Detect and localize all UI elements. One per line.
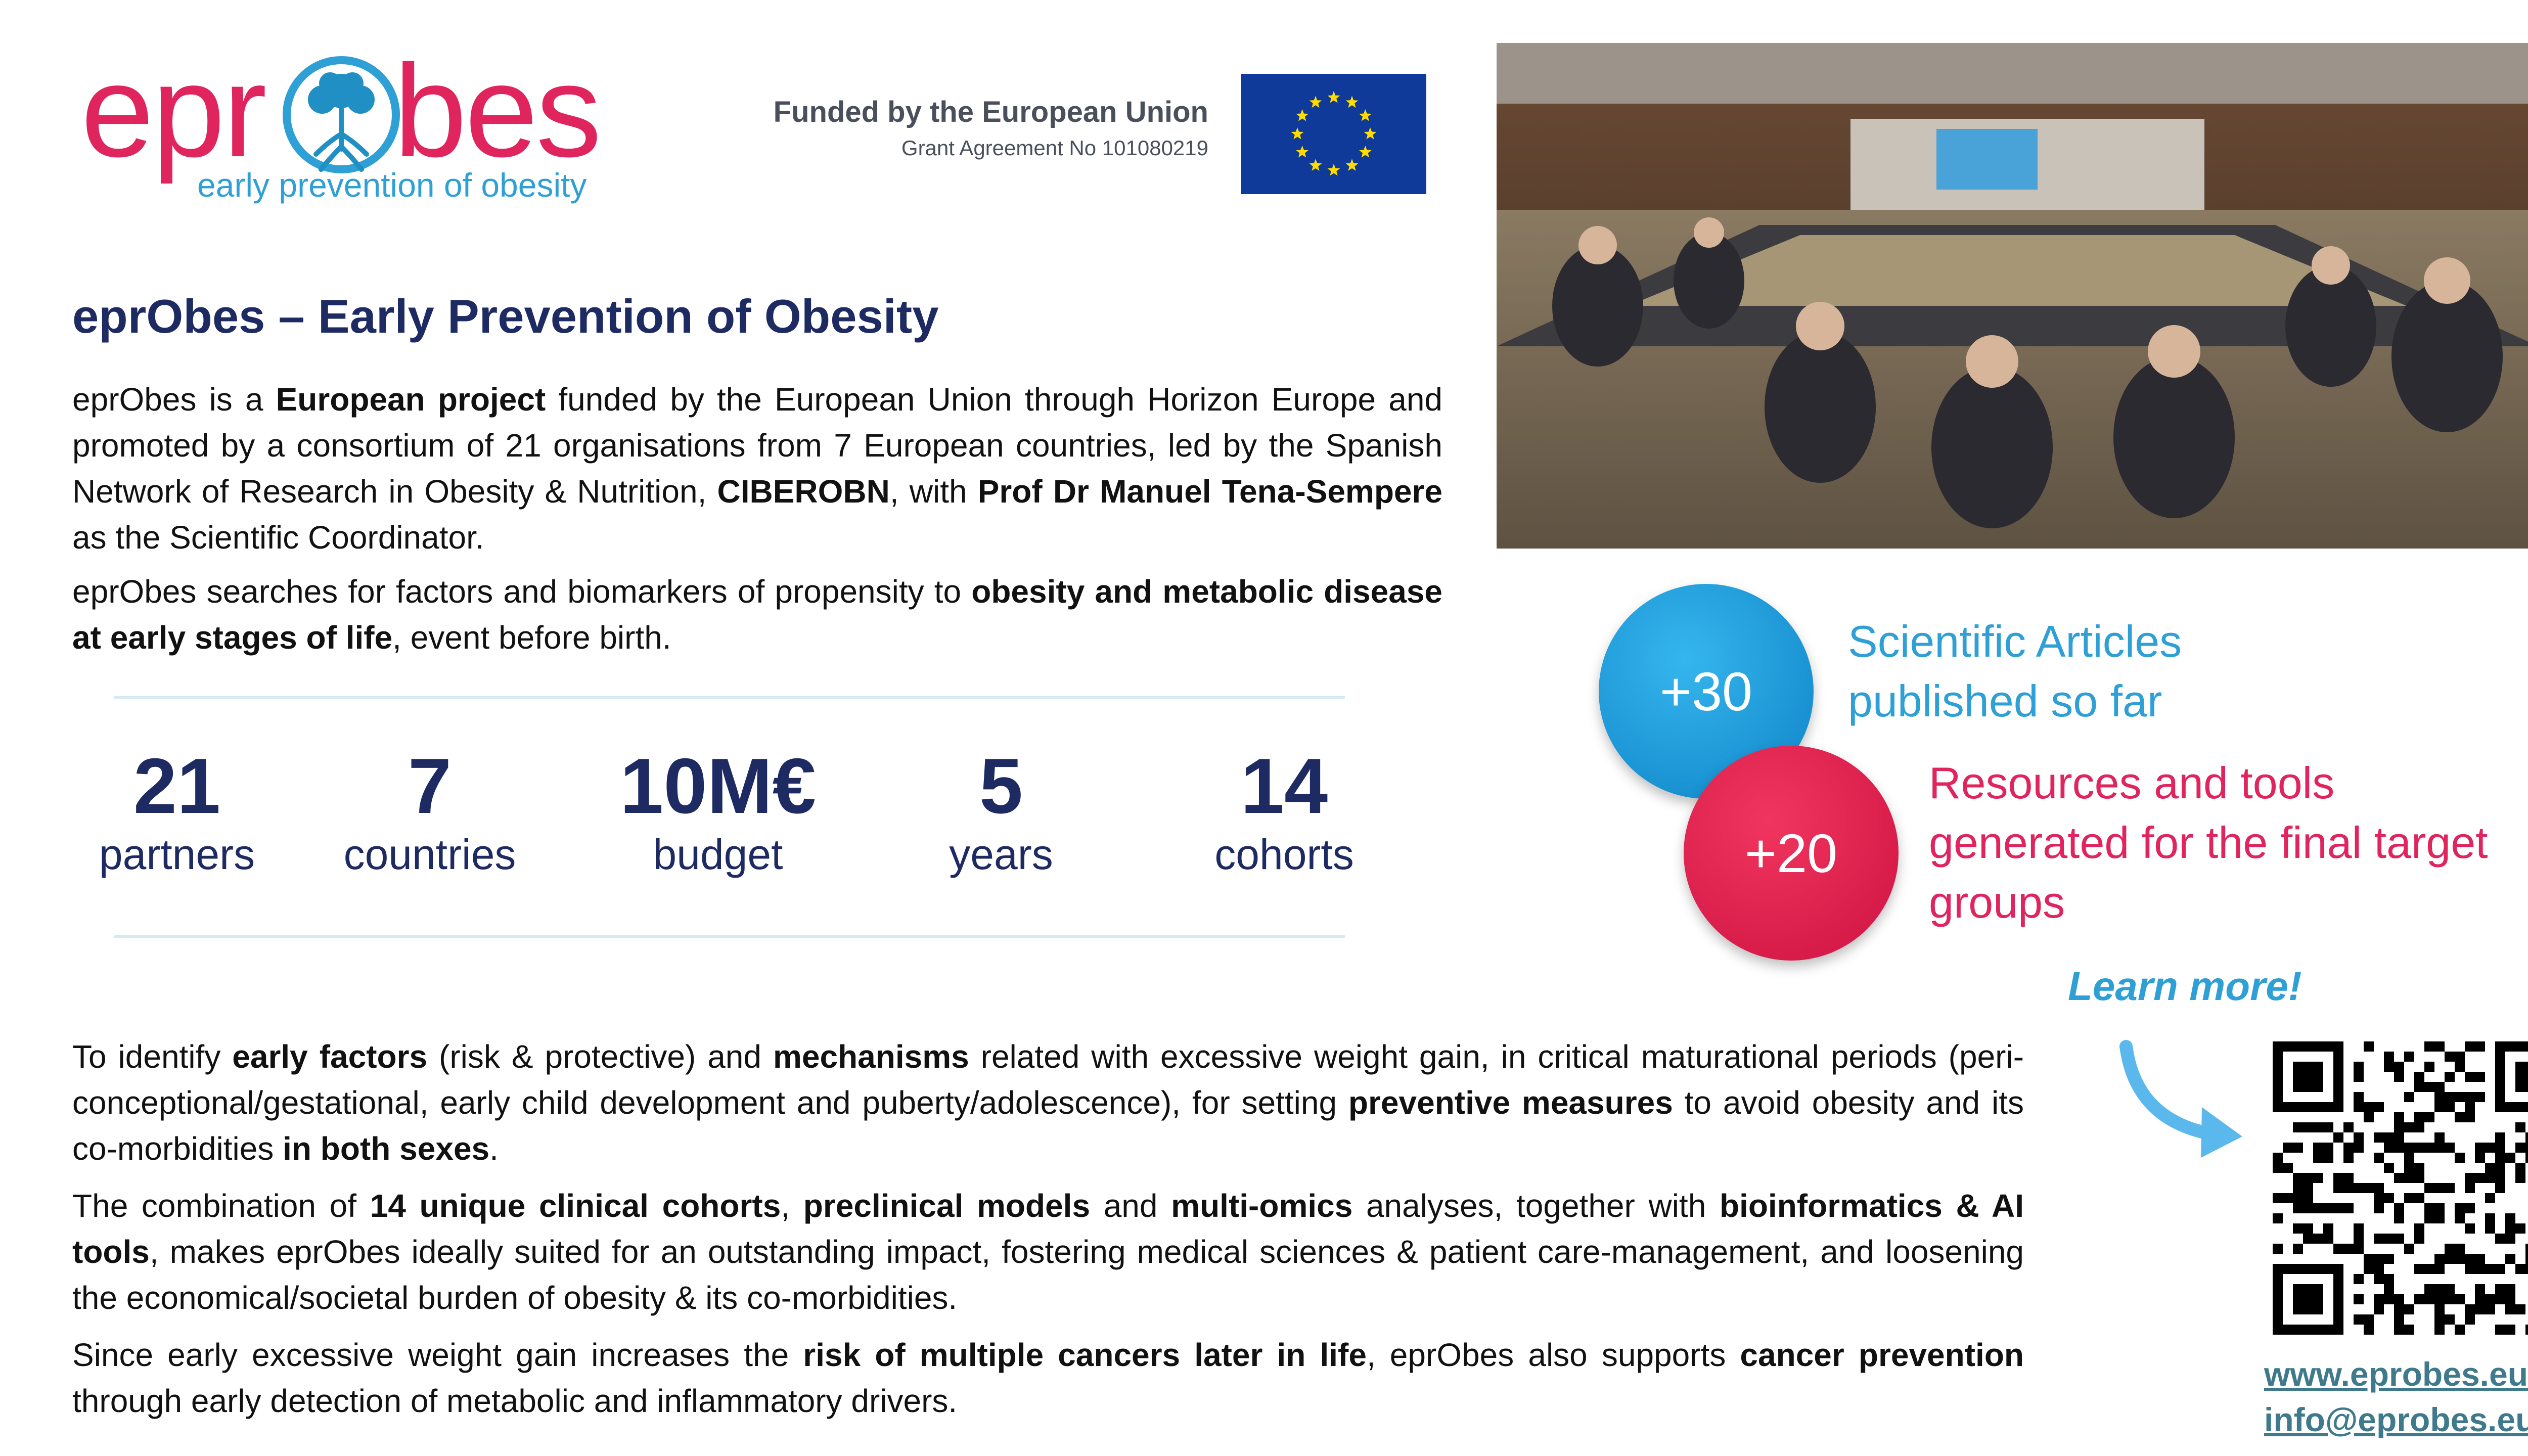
stat-years: 5 years [900, 743, 1102, 880]
flag-star [1345, 159, 1359, 171]
metric-line: groups [1929, 877, 2065, 927]
stat-value: 5 [979, 742, 1023, 830]
page-title: eprObes – Early Prevention of Obesity [72, 290, 939, 343]
body-text: , eprObes also supports [1366, 1337, 1740, 1373]
cancer-paragraph: Since early excessive weight gain increa… [72, 1332, 2024, 1424]
resources-metric-text: Resources and tools generated for the fi… [1929, 753, 2528, 932]
body-text: (risk & protective) and [427, 1038, 773, 1075]
emphasis-text: in both sexes [283, 1130, 490, 1167]
logo-wordmark: epr bes [81, 35, 602, 187]
body-text: eprObes searches for factors and biomark… [72, 573, 972, 610]
emphasis-text: 14 unique clinical cohorts [370, 1188, 781, 1224]
emphasis-text: CIBEROBN [717, 473, 890, 510]
flag-star [1309, 159, 1322, 171]
grant-number: Grant Agreement No 101080219 [901, 136, 1208, 160]
stat-budget: 10M€ budget [581, 743, 854, 880]
articles-metric-text: Scientific Articles published so far [1848, 612, 2182, 731]
body-text: To identify [72, 1038, 233, 1075]
eprobes-logo: epr bes early prevention of obesity [81, 35, 657, 217]
emphasis-text: bioinformatics & AI tools [72, 1188, 2024, 1270]
metric-line: published so far [1848, 676, 2162, 726]
flag-star [1359, 109, 1372, 121]
body-text: through early detection of metabolic and… [72, 1383, 958, 1419]
metric-line: generated for the final target [1929, 817, 2488, 868]
divider-bottom [114, 935, 1345, 938]
qr-code[interactable] [2273, 1041, 2528, 1335]
emphasis-text: early factors [232, 1038, 428, 1075]
flag-star [1327, 164, 1340, 176]
stat-label: countries [343, 831, 516, 878]
funding-block: Funded by the European Union Grant Agree… [657, 95, 1208, 160]
body-text: , with [889, 473, 978, 510]
emphasis-text: Prof Dr Manuel Tena-Sempere [977, 473, 1443, 510]
logo-tagline: early prevention of obesity [197, 166, 587, 204]
divider-top [114, 696, 1345, 699]
stat-value: 10M€ [620, 742, 816, 830]
objective-paragraph: To identify early factors (risk & protec… [72, 1034, 2024, 1172]
emphasis-text: obesity and metabolic disease at early s… [72, 573, 1442, 656]
stat-label: budget [653, 831, 783, 878]
logo-wordmark-left: epr [81, 38, 267, 185]
body-text: related with excessive weight gain, in c… [72, 1038, 2024, 1121]
resources-count-badge: +20 [1684, 746, 1899, 961]
body-text: as the Scientific Coordinator. [72, 519, 484, 556]
emphasis-text: cancer prevention [1740, 1337, 2024, 1373]
emphasis-text: European project [276, 381, 546, 418]
conference-photo [1497, 43, 2528, 549]
emphasis-text: mechanisms [773, 1038, 969, 1075]
intro-paragraph-1: eprObes is a European project funded by … [72, 377, 1442, 561]
flag-star [1296, 146, 1308, 158]
approach-paragraph: The combination of 14 unique clinical co… [72, 1183, 2024, 1321]
funding-title: Funded by the European Union [773, 96, 1208, 128]
metric-line: Resources and tools [1929, 758, 2335, 808]
email-link[interactable]: info@eprobes.eu [2264, 1401, 2528, 1438]
stat-countries: 7 countries [319, 743, 541, 880]
emphasis-text: preclinical models [803, 1188, 1091, 1224]
stat-partners: 21 partners [71, 743, 283, 880]
metric-line: Scientific Articles [1848, 616, 2182, 666]
logo-wordmark-right: bes [393, 38, 602, 185]
learn-more-label: Learn more! [2068, 964, 2302, 1009]
stat-label: partners [99, 831, 255, 878]
emphasis-text: preventive measures [1348, 1084, 1673, 1121]
body-text: , makes eprObes ideally suited for an ou… [72, 1234, 2024, 1316]
stat-value: 7 [408, 742, 452, 830]
body-text: , [781, 1188, 803, 1224]
curved-arrow-icon [2119, 1040, 2242, 1158]
intro-paragraph-2: eprObes searches for factors and biomark… [72, 569, 1442, 661]
flag-star [1359, 146, 1372, 158]
stat-value: 21 [133, 742, 221, 830]
tree-icon [283, 56, 400, 173]
body-text: Since early excessive weight gain increa… [72, 1337, 803, 1373]
body-text: . [489, 1130, 499, 1167]
flag-star [1296, 109, 1308, 121]
flag-star [1327, 91, 1340, 103]
stat-label: years [949, 831, 1053, 878]
body-text: eprObes is a [72, 381, 276, 418]
flag-star [1309, 96, 1322, 108]
body-text: , event before birth. [392, 619, 671, 656]
website-link[interactable]: www.eprobes.eu [2264, 1355, 2528, 1393]
stat-cohorts: 14 cohorts [1173, 743, 1395, 880]
emphasis-text: risk of multiple cancers later in life [803, 1337, 1367, 1373]
flag-star [1291, 127, 1304, 140]
body-text: analyses, together with [1352, 1188, 1720, 1224]
flag-star [1345, 96, 1359, 108]
emphasis-text: multi-omics [1171, 1188, 1353, 1224]
eu-flag-icon [1241, 74, 1426, 194]
body-text: and [1090, 1188, 1171, 1224]
stat-value: 14 [1240, 742, 1328, 830]
stat-label: cohorts [1214, 831, 1354, 878]
body-text: The combination of [72, 1188, 370, 1224]
body-text: funded by the European Union through Hor… [72, 381, 1443, 510]
body-text: to avoid obesity and its co-morbidities [72, 1084, 2024, 1167]
flag-star [1364, 127, 1377, 140]
